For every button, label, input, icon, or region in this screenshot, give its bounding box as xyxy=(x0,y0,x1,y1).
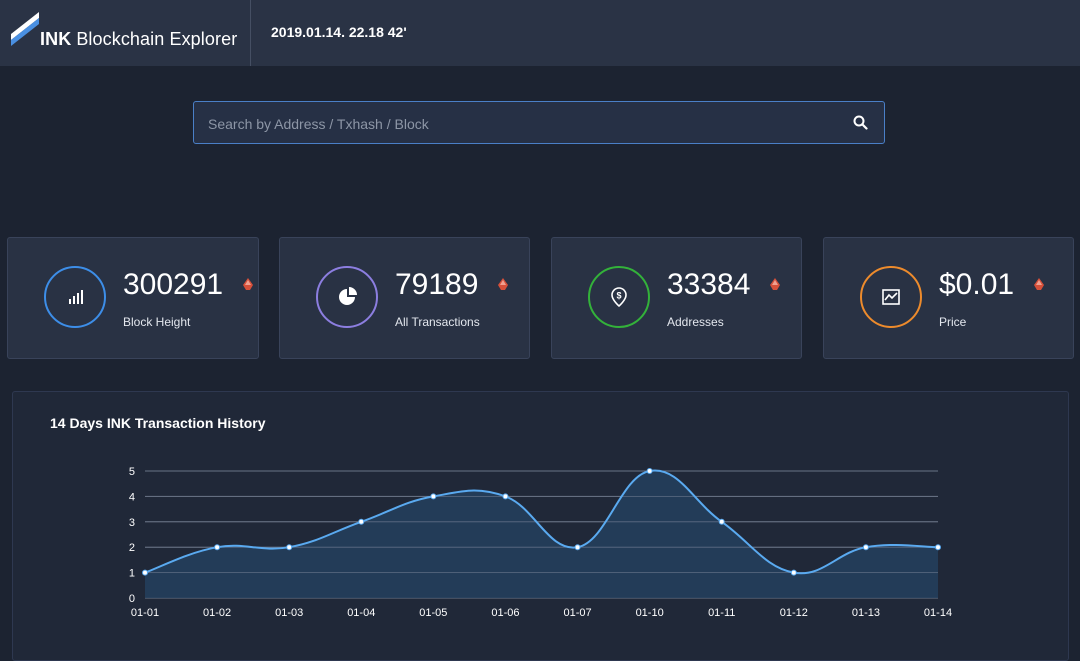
stat-card-price[interactable]: $0.01 Price xyxy=(823,237,1074,359)
x-tick-label: 01-13 xyxy=(852,607,880,619)
data-point xyxy=(718,518,725,525)
dollar-pin-icon: $ xyxy=(611,287,627,308)
current-datetime: 2019.01.14. 22.18 42' xyxy=(271,24,407,40)
svg-text:$: $ xyxy=(616,291,621,301)
x-tick-label: 01-11 xyxy=(708,607,735,619)
series-area xyxy=(145,470,938,598)
y-tick-label: 1 xyxy=(129,568,135,580)
app-title: INK Blockchain Explorer xyxy=(40,29,237,50)
x-tick-label: 01-01 xyxy=(131,607,159,619)
price-value: $0.01 xyxy=(939,268,1015,301)
trend-up-icon xyxy=(770,278,780,290)
data-point xyxy=(646,468,653,474)
x-tick-label: 01-12 xyxy=(780,607,808,619)
data-point xyxy=(214,544,221,551)
transactions-label: All Transactions xyxy=(395,315,480,329)
transaction-history-chart: 0 1 2 3 4 5 01-01 01-02 01-03 01-04 01-05 01-06 01-0… xyxy=(129,466,952,619)
addresses-label: Addresses xyxy=(667,315,724,329)
data-point xyxy=(142,569,148,576)
trend-up-icon xyxy=(498,278,508,290)
transactions-icon-ring xyxy=(316,266,378,328)
y-tick-label: 0 xyxy=(129,593,135,605)
block-height-value: 300291 xyxy=(123,268,224,301)
y-tick-label: 3 xyxy=(129,517,135,529)
stat-card-block-height[interactable]: 300291 Block Height xyxy=(7,237,259,359)
y-tick-label: 5 xyxy=(129,466,135,478)
data-point xyxy=(358,518,365,525)
brand-subtitle: Blockchain Explorer xyxy=(76,29,238,49)
brand-ink-label: INK xyxy=(40,29,72,49)
addresses-icon-ring: $ xyxy=(588,266,650,328)
x-tick-label: 01-07 xyxy=(563,607,591,619)
x-tick-label: 01-06 xyxy=(491,607,519,619)
x-tick-label: 01-03 xyxy=(275,607,303,619)
y-tick-label: 4 xyxy=(129,491,135,503)
data-point xyxy=(574,544,581,551)
ink-logo-icon xyxy=(11,12,39,46)
data-point xyxy=(502,493,509,500)
data-point xyxy=(286,544,293,551)
x-tick-label: 01-05 xyxy=(419,607,447,619)
x-tick-label: 01-04 xyxy=(347,607,375,619)
data-point xyxy=(862,544,869,551)
price-icon-ring xyxy=(860,266,922,328)
data-point xyxy=(790,569,797,576)
signal-bars-icon xyxy=(69,290,83,304)
x-tick-label: 01-02 xyxy=(203,607,231,619)
stat-card-addresses[interactable]: $ 33384 Addresses xyxy=(551,237,802,359)
price-label: Price xyxy=(939,315,967,329)
data-point xyxy=(935,544,941,551)
block-height-label: Block Height xyxy=(123,315,191,329)
trend-up-icon xyxy=(1034,278,1044,290)
data-point xyxy=(430,493,437,500)
chart-title: 14 Days INK Transaction History xyxy=(50,415,266,431)
transactions-value: 79189 xyxy=(395,268,479,301)
trend-up-icon xyxy=(243,278,253,290)
top-bar: INK Blockchain Explorer 2019.01.14. 22.18… xyxy=(0,0,1080,66)
search-input[interactable] xyxy=(206,102,830,145)
stat-card-transactions[interactable]: 79189 All Transactions xyxy=(279,237,530,359)
search-icon[interactable] xyxy=(852,114,870,132)
y-tick-label: 2 xyxy=(129,542,135,554)
x-tick-label: 01-10 xyxy=(636,607,664,619)
addresses-value: 33384 xyxy=(667,268,751,301)
block-height-icon-ring xyxy=(44,266,106,328)
line-chart-icon xyxy=(882,289,900,305)
transaction-history-panel: 14 Days INK Transaction History 0 1 2 3 4 5 01… xyxy=(12,391,1069,661)
x-tick-label: 01-14 xyxy=(924,607,952,619)
pie-chart-icon xyxy=(339,287,357,305)
search-bar xyxy=(193,101,885,145)
brand[interactable]: INK Blockchain Explorer xyxy=(0,0,251,66)
